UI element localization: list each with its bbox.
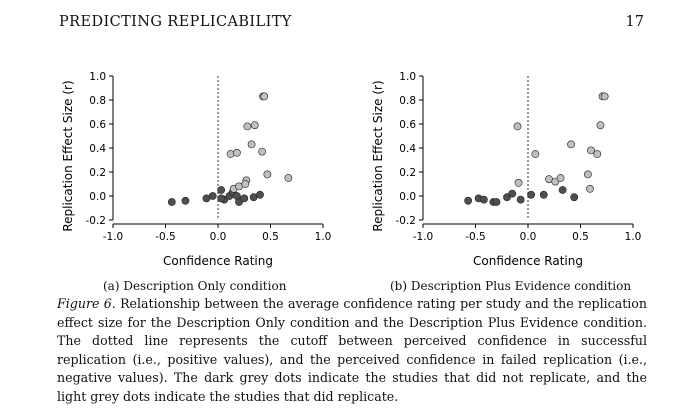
y-tick-label: 0.8 — [89, 95, 106, 107]
figure-caption: Figure 6. Relationship between the avera… — [57, 295, 647, 407]
y-tick-label: 0.2 — [89, 167, 106, 179]
y-tick-label: 0.0 — [89, 191, 106, 203]
data-point-replicated — [284, 174, 293, 182]
x-axis-title: Confidence Rating — [163, 254, 273, 268]
data-point-not-replicated — [181, 196, 190, 205]
data-point-replicated — [263, 170, 272, 179]
data-point-replicated — [243, 122, 252, 131]
data-point-replicated — [531, 150, 540, 158]
scatter-plot-description-plus-evidence: -0.2 0.0 0.2 0.4 0.6 0.8 1.0 -1.0 -0.5 0.0 0.5 1.0 C… — [365, 62, 665, 272]
data-point-replicated — [587, 146, 595, 155]
page-number: 17 — [625, 14, 644, 30]
data-point-replicated — [556, 174, 565, 182]
data-point-replicated — [600, 92, 609, 101]
scatter-plot-svg: -0.2 0.0 0.2 0.4 0.6 0.8 1.0 -1.0 -0.5 0.0 0.5 1.0 C… — [371, 71, 642, 268]
y-tick-label: -0.2 — [86, 215, 107, 227]
x-tick-label: 0.0 — [210, 231, 227, 243]
x-tick-label: 1.0 — [315, 231, 332, 243]
y-axis-title: Replication Effect Size (r) — [371, 80, 385, 231]
data-point-not-replicated — [527, 190, 536, 199]
data-point-replicated — [513, 122, 522, 131]
figure-label: Figure 6 — [57, 296, 112, 311]
data-point-not-replicated — [480, 195, 488, 204]
data-point-replicated — [260, 92, 269, 101]
data-point-replicated — [596, 121, 605, 130]
data-point-replicated — [226, 150, 235, 158]
data-point-replicated — [583, 170, 592, 179]
y-tick-label: 0.8 — [399, 95, 416, 107]
y-tick-label: 1.0 — [399, 71, 416, 83]
data-point-replicated — [241, 180, 250, 188]
data-point-replicated — [247, 140, 256, 149]
data-point-not-replicated — [256, 190, 264, 199]
data-point-replicated — [232, 148, 241, 157]
x-tick-label: 0.0 — [520, 231, 537, 243]
x-tick-label: -0.5 — [465, 231, 486, 243]
data-point-not-replicated — [558, 186, 567, 194]
x-tick-label: 0.5 — [572, 231, 589, 243]
data-point-not-replicated — [508, 189, 517, 198]
y-axis-title: Replication Effect Size (r) — [61, 80, 75, 231]
y-tick-label: -0.2 — [396, 215, 417, 227]
y-tick-label: 0.4 — [399, 143, 416, 155]
data-point-not-replicated — [167, 198, 176, 206]
subcaption-a: (a) Description Only condition — [103, 279, 287, 293]
data-point-not-replicated — [464, 196, 473, 205]
data-point-replicated — [567, 140, 575, 149]
subcaption-b: (b) Description Plus Evidence condition — [390, 279, 632, 293]
data-point-not-replicated — [570, 193, 579, 202]
data-point-replicated — [258, 147, 266, 156]
figure-caption-text: . Relationship between the average confi… — [57, 296, 647, 404]
y-tick-label: 0.6 — [89, 119, 106, 131]
y-tick-label: 1.0 — [89, 71, 106, 83]
data-point-replicated — [250, 121, 259, 130]
data-point-replicated — [514, 178, 523, 187]
x-tick-label: 1.0 — [625, 231, 642, 243]
y-tick-label: 0.6 — [399, 119, 416, 131]
x-tick-label: -1.0 — [413, 231, 434, 243]
data-point-replicated — [593, 150, 602, 158]
data-point-replicated — [586, 184, 594, 193]
data-point-not-replicated — [539, 190, 548, 199]
scatter-plot-svg: -0.2 0.0 0.2 0.4 0.6 0.8 1.0 -1.0 -0.5 0.0 0.5 1.0 C… — [61, 71, 332, 268]
data-point-not-replicated — [516, 195, 525, 204]
x-tick-label: 0.5 — [262, 231, 279, 243]
data-point-not-replicated — [217, 194, 226, 203]
data-point-not-replicated — [240, 194, 249, 203]
y-tick-label: 0.4 — [89, 143, 106, 155]
y-tick-label: 0.0 — [399, 191, 416, 203]
data-point-not-replicated — [492, 198, 501, 206]
x-axis-title: Confidence Rating — [473, 254, 583, 268]
running-head: PREDICTING REPLICABILITY — [59, 14, 292, 30]
y-tick-label: 0.2 — [399, 167, 416, 179]
data-point-not-replicated — [208, 192, 217, 200]
x-tick-label: -1.0 — [103, 231, 124, 243]
scatter-plot-description-only: -0.2 0.0 0.2 0.4 0.6 0.8 1.0 -1.0 -0.5 0.0 0.5 1.0 C… — [55, 62, 355, 272]
data-point-not-replicated — [217, 186, 226, 194]
x-tick-label: -0.5 — [155, 231, 176, 243]
